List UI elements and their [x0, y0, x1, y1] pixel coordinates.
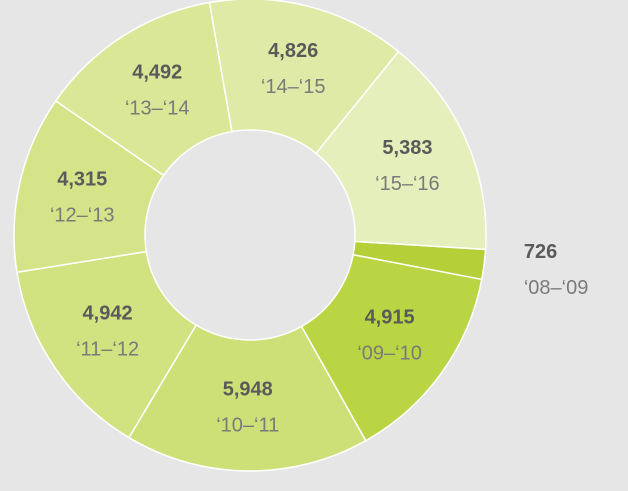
category-label: ‘12–‘13: [50, 204, 115, 226]
donut-slice: [315, 50, 487, 251]
donut-slice: [54, 1, 233, 177]
value-label: 4,315: [57, 168, 107, 190]
donut-slice: [127, 324, 367, 472]
value-label: 4,915: [365, 307, 415, 329]
value-label: 4,492: [132, 61, 182, 83]
category-label: ‘14–‘15: [261, 76, 326, 98]
value-label: 4,942: [83, 303, 133, 325]
value-label: 5,948: [223, 378, 273, 400]
category-label: ‘10–‘11: [216, 414, 279, 436]
category-label: ‘09–‘10: [357, 343, 422, 365]
donut-slice: [16, 250, 198, 439]
category-label: ‘13–‘14: [125, 97, 190, 119]
value-label: 726: [524, 241, 557, 263]
donut-slice: [208, 0, 400, 155]
donut-slice: [300, 253, 483, 442]
donut-slice: [13, 99, 165, 274]
category-label: ‘08–‘09: [524, 277, 589, 299]
value-label: 4,826: [268, 40, 318, 62]
value-label: 5,383: [382, 137, 432, 159]
category-label: ‘11–‘12: [76, 339, 139, 361]
category-label: ‘15–‘16: [375, 173, 440, 195]
